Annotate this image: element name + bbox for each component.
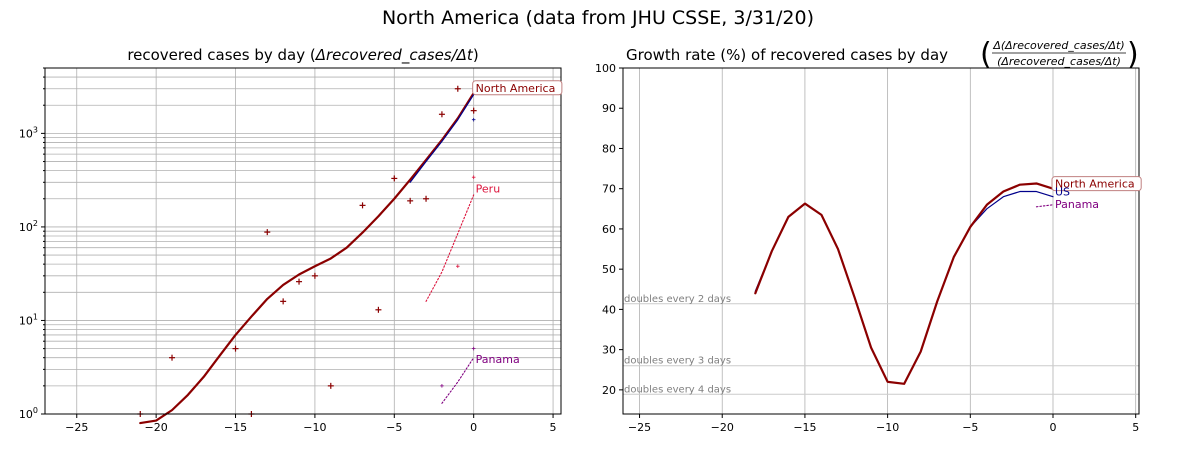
chart1-xtick-label: 5	[550, 421, 557, 434]
chart1-title-suffix: )	[473, 46, 479, 64]
chart1-ytick-base: 10	[19, 314, 33, 327]
chart1-ytick-label: 102	[19, 219, 38, 234]
chart2-xtick-label: −25	[628, 421, 651, 434]
chart1-north-america-daily-point	[407, 197, 414, 204]
chart1-xtick-label: −5	[386, 421, 402, 434]
chart2-north-america-line	[754, 182, 1055, 385]
chart2-us-line	[754, 190, 1054, 385]
chart1-xtick-label: −10	[303, 421, 326, 434]
chart2-reference-label: doubles every 3 days	[624, 356, 731, 367]
chart2-ytick-label: 20	[602, 384, 616, 397]
chart1-north-america-daily-point	[391, 175, 398, 182]
chart2-title: Growth rate (%) of recovered cases by da…	[626, 46, 948, 64]
figure-title: North America (data from JHU CSSE, 3/31/…	[382, 7, 814, 29]
chart1-north-america-daily-point	[438, 111, 445, 118]
chart1-xtick-label: 0	[470, 421, 477, 434]
chart1-peru-trend-line	[425, 194, 475, 302]
chart1-ytick-label: 101	[19, 312, 38, 327]
chart1-ytick-label: 103	[19, 125, 38, 140]
chart1-north-america-daily-point	[232, 345, 239, 352]
chart1-ytick-base: 10	[19, 221, 33, 234]
chart2-title-denominator: (Δrecovered_cases/Δt)	[997, 55, 1121, 68]
chart1-xtick-label: −20	[145, 421, 168, 434]
chart1-north-america-daily-point	[264, 229, 271, 236]
chart1-title-prefix: recovered cases by day (	[127, 46, 315, 64]
chart2-title-right-paren: )	[1127, 37, 1139, 72]
chart2-xtick-label: 0	[1050, 421, 1057, 434]
chart-recovered-cases: recovered cases by day (Δrecovered_cases…	[19, 46, 563, 434]
chart2-ytick-label: 70	[602, 183, 616, 196]
chart1-ytick-exponent: 3	[33, 125, 38, 134]
chart1-label-panama: Panama	[476, 353, 520, 366]
chart2-ytick-label: 80	[602, 142, 616, 155]
chart2-reference-label: doubles every 2 days	[624, 294, 731, 305]
chart2-ytick-label: 40	[602, 303, 616, 316]
chart1-north-america-daily-point	[169, 354, 176, 361]
chart1-ytick-base: 10	[19, 127, 33, 140]
chart1-north-america-daily-point	[375, 306, 382, 313]
chart2-ytick-label: 90	[602, 102, 616, 115]
chart1-us-trend-line	[409, 93, 475, 183]
chart1-north-america-daily-point	[423, 195, 430, 202]
chart2-xtick-label: −5	[962, 421, 978, 434]
chart1-north-america-daily-point	[296, 278, 303, 285]
chart-growth-rate: Growth rate (%) of recovered cases by da…	[595, 37, 1142, 434]
chart1-north-america-daily-point	[454, 85, 461, 92]
chart2-xtick-label: −15	[793, 421, 816, 434]
chart2-ytick-label: 100	[595, 62, 616, 75]
chart2-label-north-america: North America	[1055, 178, 1135, 191]
chart1-north-america-daily-point	[280, 298, 287, 305]
chart1-label-north-america: North America	[476, 82, 556, 95]
chart1-ytick-exponent: 0	[33, 406, 38, 415]
chart1-north-america-daily-point	[327, 382, 334, 389]
chart1-us-daily-point	[471, 117, 476, 122]
chart2-ytick-label: 30	[602, 344, 616, 357]
chart1-panama-daily-point	[440, 384, 444, 388]
chart1-north-america-daily-point	[311, 272, 318, 279]
chart1-peru-daily-point	[456, 264, 460, 269]
chart2-label-north-america-box	[1051, 176, 1142, 192]
chart1-title: recovered cases by day (Δrecovered_cases…	[127, 46, 478, 65]
chart2-xtick-label: −10	[876, 421, 899, 434]
chart1-ytick-label: 100	[19, 406, 38, 421]
chart1-north-america-daily-point	[359, 202, 366, 209]
chart2-reference-label: doubles every 4 days	[624, 384, 731, 395]
chart1-north-america-trend-line	[139, 91, 475, 425]
chart2-title-numerator: Δ(Δrecovered_cases/Δt)	[992, 39, 1124, 52]
chart2-xtick-label: −20	[711, 421, 734, 434]
chart1-panama-daily-point	[471, 346, 476, 351]
chart1-label-north-america-box	[472, 80, 563, 96]
chart2-label-panama: Panama	[1055, 198, 1099, 211]
chart1-ytick-exponent: 2	[33, 219, 38, 228]
chart2-ytick-label: 50	[602, 263, 616, 276]
chart2-title-left-paren: (	[980, 37, 992, 72]
chart1-label-peru: Peru	[476, 183, 501, 196]
chart1-ytick-base: 10	[19, 408, 33, 421]
chart2-xtick-label: 5	[1132, 421, 1139, 434]
chart1-ytick-exponent: 1	[33, 312, 38, 321]
chart2-ytick-label: 60	[602, 223, 616, 236]
chart1-title-math: Δrecovered_cases/Δt	[315, 46, 474, 65]
chart1-xtick-label: −25	[65, 421, 88, 434]
chart2-panama-line	[1035, 204, 1054, 208]
chart1-north-america-daily-point	[470, 107, 477, 114]
chart1-peru-daily-point	[471, 175, 476, 180]
chart2-title-fraction: Δ(Δrecovered_cases/Δt) (Δrecovered_cases…	[980, 37, 1139, 72]
chart1-xtick-label: −15	[224, 421, 247, 434]
chart2-plot-frame	[622, 67, 1140, 415]
chart1-panama-trend-line	[441, 357, 475, 404]
chart2-label-us: US	[1055, 186, 1070, 199]
